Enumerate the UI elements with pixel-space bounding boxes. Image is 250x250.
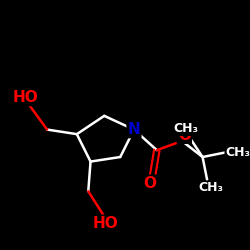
Text: HO: HO [92,216,118,231]
Text: HO: HO [12,90,38,105]
Text: N: N [128,122,140,137]
Text: O: O [144,176,156,191]
Text: CH₃: CH₃ [226,146,250,159]
Text: CH₃: CH₃ [198,181,223,194]
Text: CH₃: CH₃ [173,122,198,135]
Text: O: O [178,128,191,143]
